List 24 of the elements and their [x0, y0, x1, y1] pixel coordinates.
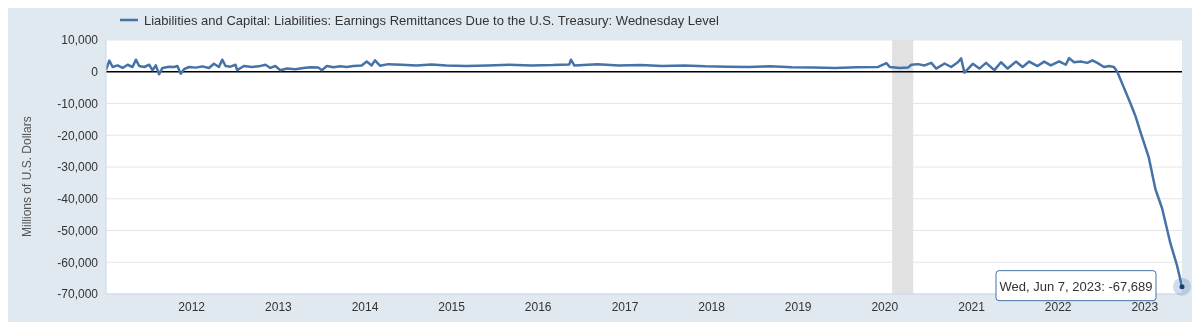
y-tick-label: -60,000: [57, 255, 99, 270]
x-tick-label: 2012: [178, 299, 206, 314]
x-tick-label: 2013: [265, 299, 293, 314]
y-tick-label: -50,000: [57, 223, 99, 238]
legend-label: Liabilities and Capital: Liabilities: Earnings Remittances Due to the U.S. Treasury: Wednesday Level: [144, 12, 719, 28]
x-tick-label: 2014: [351, 299, 379, 314]
x-tick-label: 2020: [871, 299, 899, 314]
y-tick-label: -30,000: [57, 160, 99, 175]
x-tick-label: 2021: [958, 299, 986, 314]
y-axis-title: Millions of U.S. Dollars: [20, 116, 35, 237]
x-tick-label: 2017: [611, 299, 639, 314]
x-tick-label: 2019: [784, 299, 812, 314]
x-tick-label: 2015: [438, 299, 466, 314]
y-tick-label: -20,000: [57, 128, 99, 143]
annotation: Wed, Jun 7, 2023: -67,689: [999, 278, 1153, 294]
x-tick-label: 2018: [698, 299, 726, 314]
x-tick-label: 2016: [524, 299, 552, 314]
y-tick-label: -10,000: [57, 96, 99, 111]
x-tick-label: 2023: [1131, 299, 1159, 314]
y-tick-label: 10,000: [61, 33, 99, 48]
x-tick-label: 2022: [1044, 299, 1072, 314]
y-tick-label: -40,000: [57, 192, 99, 207]
y-tick-label: -70,000: [57, 287, 99, 302]
y-tick-label: 0: [91, 65, 99, 80]
